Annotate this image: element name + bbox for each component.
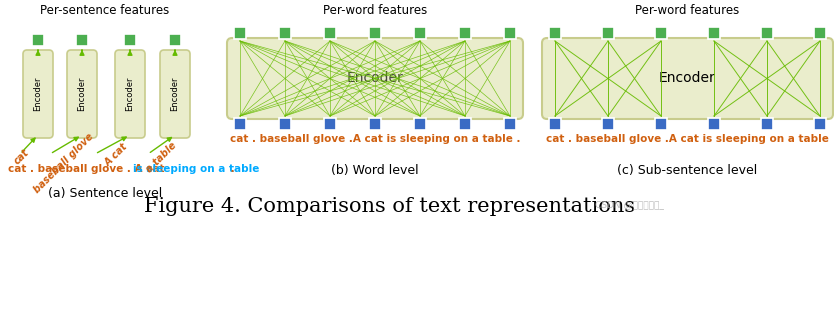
FancyBboxPatch shape [459, 27, 471, 39]
Text: Per-sentence features: Per-sentence features [40, 4, 169, 17]
FancyBboxPatch shape [761, 118, 773, 130]
Text: a table: a table [144, 140, 178, 174]
FancyBboxPatch shape [504, 118, 516, 130]
FancyBboxPatch shape [279, 118, 291, 130]
Text: (c) Sub-sentence level: (c) Sub-sentence level [617, 164, 757, 177]
FancyBboxPatch shape [227, 38, 523, 119]
Text: cat . baseball glove .A cat is sleeping on a table: cat . baseball glove .A cat is sleeping … [546, 134, 829, 144]
FancyBboxPatch shape [169, 34, 181, 46]
Text: Per-word features: Per-word features [636, 4, 740, 17]
FancyBboxPatch shape [234, 27, 246, 39]
FancyBboxPatch shape [655, 118, 667, 130]
FancyBboxPatch shape [324, 27, 336, 39]
Text: Figure 4. Comparisons of text representations: Figure 4. Comparisons of text representa… [144, 197, 636, 216]
FancyBboxPatch shape [234, 118, 246, 130]
Text: (a) Sentence level: (a) Sentence level [48, 187, 162, 200]
Text: Encoder: Encoder [78, 77, 87, 111]
FancyBboxPatch shape [549, 118, 561, 130]
FancyBboxPatch shape [655, 27, 667, 39]
FancyBboxPatch shape [549, 27, 561, 39]
Text: Encoder: Encoder [125, 77, 134, 111]
FancyBboxPatch shape [602, 27, 614, 39]
FancyBboxPatch shape [602, 118, 614, 130]
FancyBboxPatch shape [23, 50, 53, 138]
Text: CSDN @象牙山首富_: CSDN @象牙山首富_ [595, 200, 664, 209]
FancyBboxPatch shape [414, 118, 426, 130]
Text: cat . baseball glove . A cat: cat . baseball glove . A cat [8, 164, 168, 174]
FancyBboxPatch shape [708, 27, 720, 39]
Text: Encoder: Encoder [347, 71, 404, 85]
Text: Encoder: Encoder [33, 77, 43, 111]
Text: cat . baseball glove .A cat is sleeping on a table .: cat . baseball glove .A cat is sleeping … [229, 134, 520, 144]
FancyBboxPatch shape [369, 118, 381, 130]
FancyBboxPatch shape [124, 34, 136, 46]
FancyBboxPatch shape [160, 50, 190, 138]
Text: .: . [228, 164, 235, 174]
FancyBboxPatch shape [76, 34, 88, 46]
FancyBboxPatch shape [67, 50, 97, 138]
Text: is sleeping on a table: is sleeping on a table [133, 164, 259, 174]
FancyBboxPatch shape [761, 27, 773, 39]
Text: (b) Word level: (b) Word level [331, 164, 419, 177]
FancyBboxPatch shape [708, 118, 720, 130]
FancyBboxPatch shape [324, 118, 336, 130]
FancyBboxPatch shape [369, 27, 381, 39]
Text: cat: cat [13, 148, 32, 167]
Text: baseball glove: baseball glove [33, 131, 96, 195]
FancyBboxPatch shape [542, 38, 833, 119]
FancyBboxPatch shape [814, 118, 826, 130]
Text: Encoder: Encoder [170, 77, 179, 111]
FancyBboxPatch shape [279, 27, 291, 39]
FancyBboxPatch shape [459, 118, 471, 130]
FancyBboxPatch shape [32, 34, 44, 46]
Text: Encoder: Encoder [659, 71, 716, 85]
FancyBboxPatch shape [504, 27, 516, 39]
FancyBboxPatch shape [115, 50, 145, 138]
FancyBboxPatch shape [814, 27, 826, 39]
FancyBboxPatch shape [414, 27, 426, 39]
Text: A cat: A cat [103, 142, 129, 168]
Text: Per-word features: Per-word features [323, 4, 427, 17]
